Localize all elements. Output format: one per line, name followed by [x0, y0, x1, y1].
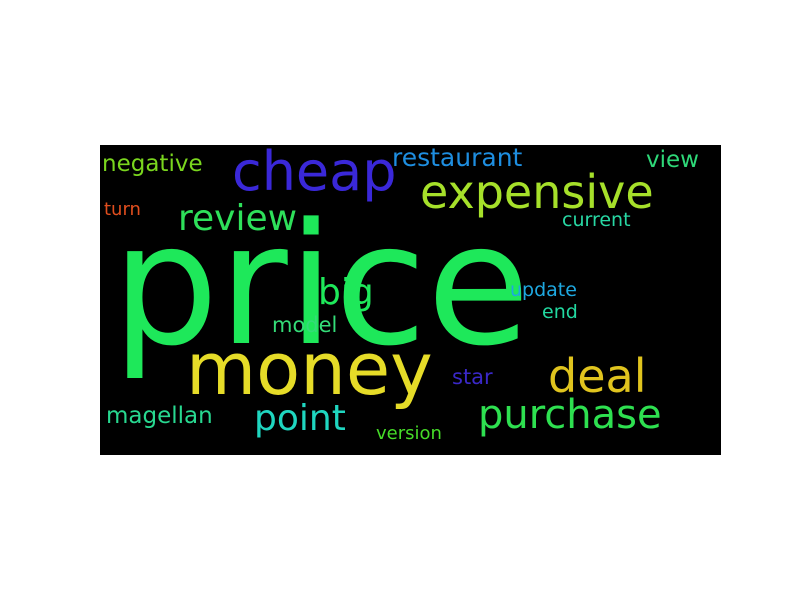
word-cheap: cheap	[232, 145, 397, 203]
word-expensive: expensive	[420, 165, 654, 219]
word-point: point	[254, 398, 346, 439]
word-cloud: price money cheap expensive purchase dea…	[100, 145, 721, 455]
word-current: current	[562, 209, 631, 231]
word-turn: turn	[104, 199, 141, 220]
word-big: big	[318, 272, 374, 313]
word-model: model	[272, 313, 338, 337]
word-end: end	[542, 301, 578, 323]
word-purchase: purchase	[478, 392, 662, 438]
word-restaurant: restaurant	[392, 145, 523, 172]
word-version: version	[376, 423, 442, 444]
word-magellan: magellan	[106, 403, 213, 429]
word-deal: deal	[548, 349, 647, 403]
word-view: view	[646, 147, 699, 173]
word-money: money	[186, 327, 433, 411]
word-review: review	[178, 198, 298, 239]
word-update: update	[510, 279, 577, 301]
word-star: star	[452, 365, 493, 389]
word-negative: negative	[102, 151, 203, 177]
word-price: price	[112, 187, 531, 383]
